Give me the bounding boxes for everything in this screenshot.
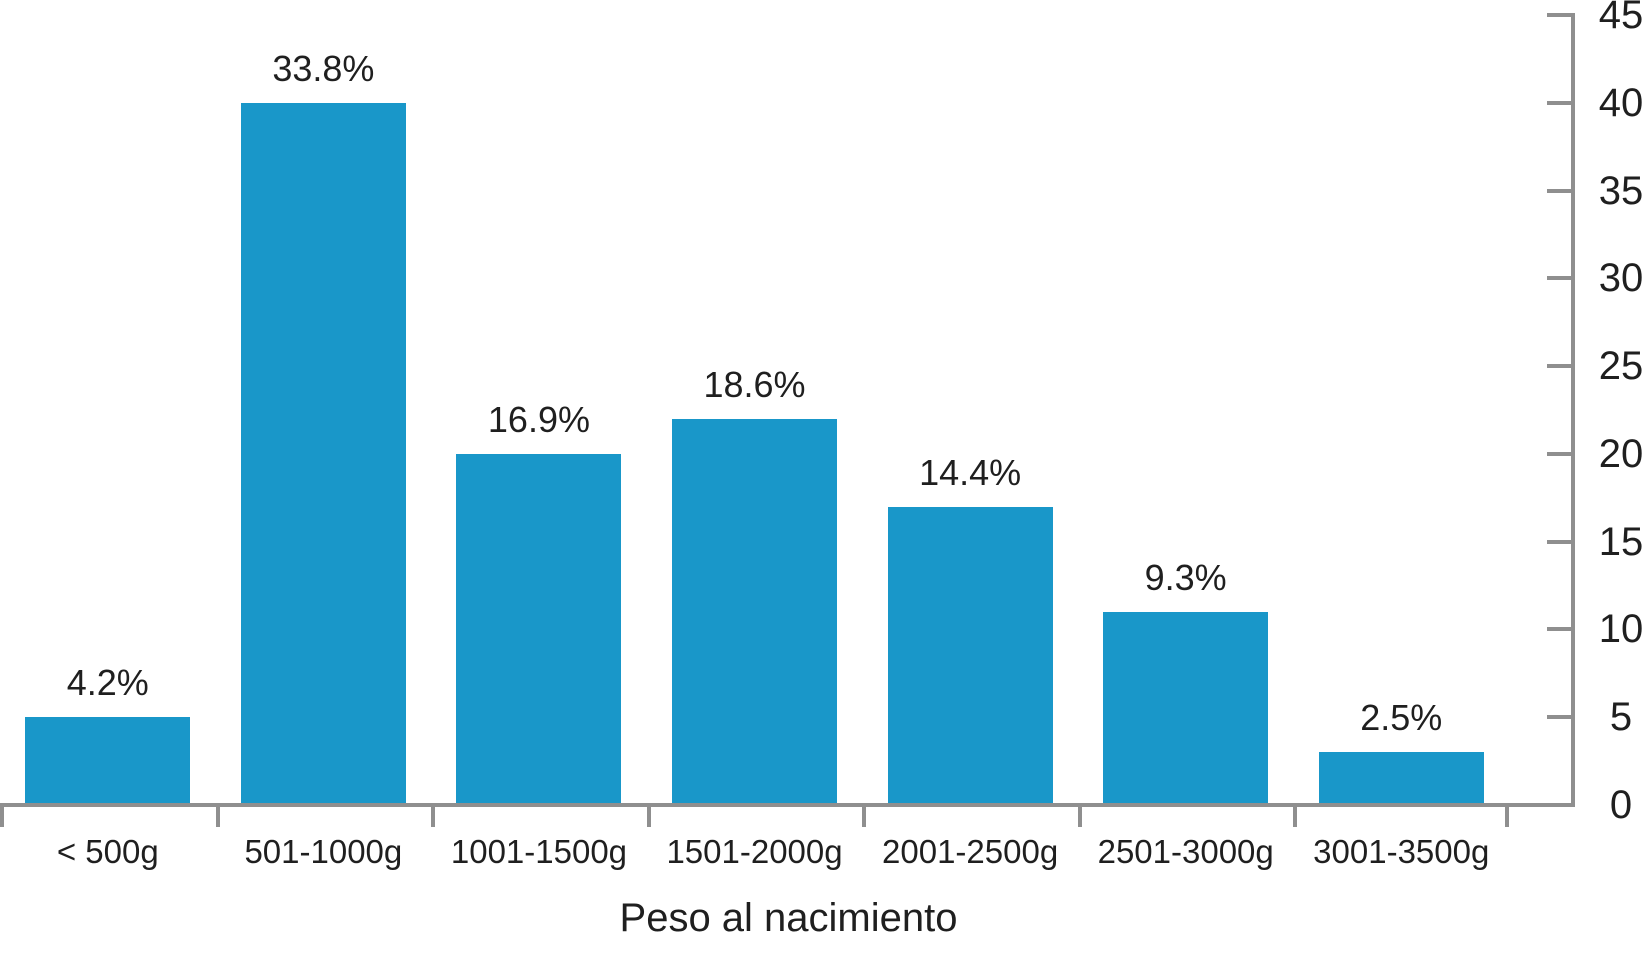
bar [25,717,191,805]
x-tick-label: 2501-3000g [1097,833,1274,870]
bar [1103,611,1269,805]
x-tick-label: 1501-2000g [666,833,843,870]
y-tick-mark [1547,188,1573,193]
x-tick-mark [431,807,436,827]
bar-value-label: 16.9% [487,398,590,440]
bar [887,506,1053,805]
bar-slot: 14.4% [862,15,1078,805]
bar-slot: 16.9% [431,15,647,805]
y-tick-label: 25 [1598,344,1644,389]
y-tick-label: 20 [1598,431,1644,476]
x-tick-label: 501-1000g [244,833,403,870]
bar-slot: 4.2% [0,15,216,805]
y-tick-label: 35 [1598,168,1644,213]
x-tick-mark [646,807,651,827]
x-tick-mark [0,807,4,827]
y-tick-label: 45 [1598,0,1644,37]
y-tick-mark [1547,364,1573,369]
y-tick-mark [1547,276,1573,281]
bar-value-label: 4.2% [66,662,149,704]
y-tick-mark [1547,451,1573,456]
y-tick-label: 0 [1609,783,1633,827]
bar-slot: 2.5% [1293,15,1509,805]
bar-value-label: 14.4% [919,451,1022,493]
y-tick-mark [1547,715,1573,720]
bar-slot: 33.8% [216,15,432,805]
x-tick-label: 3001-3500g [1313,833,1490,870]
bar [456,453,622,805]
plot-area: 4.2% 33.8% 16.9% 18.6% 14.4% 9.3% 2.5% [0,15,1509,805]
x-tick-labels-row: < 500g 501-1000g 1001-1500g 1501-2000g 2001-… [0,832,1509,872]
y-tick-label: 10 [1598,607,1644,652]
x-tick-mark [1077,807,1082,827]
y-axis-line [1571,13,1575,807]
bar [672,418,837,805]
x-tick-mark [1293,807,1298,827]
y-tick-label: 30 [1598,256,1644,301]
x-tick-label: 2001-2500g [882,833,1059,870]
x-tick-label: 1001-1500g [450,833,628,870]
y-tick-mark [1547,803,1573,807]
x-tick-label: < 500g [56,833,159,870]
y-tick-mark [1547,13,1573,17]
bar-slot: 9.3% [1078,15,1294,805]
x-tick-mark [215,807,220,827]
x-tick-mark [1505,807,1509,827]
bar-value-label: 9.3% [1144,556,1227,598]
y-tick-mark [1547,539,1573,544]
y-tick-label: 15 [1598,519,1644,564]
bar [240,102,406,805]
bar [1318,752,1484,805]
bar-value-label: 33.8% [272,47,375,89]
bar-slot: 18.6% [647,15,863,805]
x-axis-title: Peso al nacimiento [619,896,958,940]
y-tick-label: 5 [1609,695,1633,740]
y-tick-mark [1547,627,1573,632]
y-tick-mark [1547,100,1573,105]
x-axis-line [0,803,1575,807]
bar-value-label: 18.6% [703,363,806,405]
x-tick-mark [862,807,867,827]
y-tick-label: 40 [1598,80,1644,125]
bar-value-label: 2.5% [1360,697,1443,739]
